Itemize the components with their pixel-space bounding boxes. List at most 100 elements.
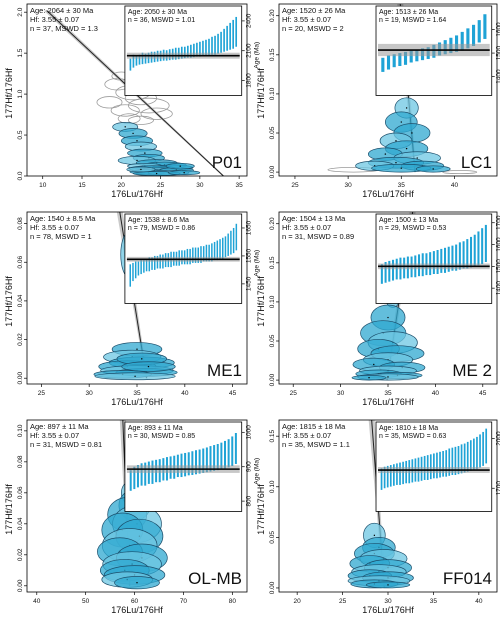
inset-age-title: Age: 1513 ± 26 Ma: [379, 9, 438, 16]
ellipse-centre-point: [395, 140, 397, 142]
inset-tick-label: 1600: [496, 237, 500, 252]
x-tick-label: 60: [131, 598, 139, 605]
ellipse-centre-point: [395, 162, 397, 164]
ellipse-centre-point: [140, 145, 142, 148]
ellipse-centre-point: [387, 376, 389, 378]
x-tick-label: 35: [236, 182, 244, 189]
inset-stats-subtitle: n = 36, MSWD = 1.01: [128, 17, 195, 24]
x-tick-label: 25: [290, 390, 298, 397]
inset-tick-label: 1500: [496, 45, 500, 60]
weighted-mean-inset: Age: 2050 ± 30 Man = 36, MSWD = 1.01 1800…: [124, 5, 261, 96]
y-tick-label: 0.05: [269, 126, 276, 139]
y-tick-label: 0.05: [269, 531, 276, 544]
inset-tick-label: 1650: [246, 220, 253, 235]
sample-label: OL-MB: [188, 569, 242, 588]
x-tick-label: 25: [339, 598, 347, 605]
panel-lc1: 25 30 35 40 0.00 0.05 0.10 0.15 0.20 176Lu/176Hf 1…: [256, 3, 500, 199]
y-tick-label: 0.02: [17, 548, 24, 561]
y-tick-label: 0.04: [17, 294, 24, 307]
x-tick-label: 25: [291, 182, 299, 189]
ellipse-centre-point: [432, 168, 434, 170]
inset-tick-label: 1450: [246, 276, 253, 291]
y-axis-title: 177Hf/176Hf: [4, 276, 14, 327]
x-axis-title: 176Lu/176Hf: [362, 605, 414, 615]
isochron-stats-line: Age: 2064 ± 30 Ma: [30, 6, 94, 15]
y-tick-label: 0.08: [17, 455, 24, 468]
ellipse-centre-point: [136, 159, 138, 162]
inset-stats-subtitle: n = 30, MSWD = 0.85: [128, 433, 195, 440]
plot-frame: [278, 3, 498, 177]
isochron-stats-line: n = 31, MSWD = 0.89: [282, 232, 354, 241]
inset-tick-label: 1800: [246, 73, 253, 88]
inset-tick-label: 2000: [496, 431, 500, 446]
x-tick-label: 15: [78, 182, 86, 189]
inset-stats-subtitle: n = 35, MSWD = 0.63: [379, 433, 446, 440]
ellipse-centre-point: [124, 126, 126, 128]
y-tick-label: 0.15: [269, 256, 276, 269]
x-tick-label: 80: [229, 598, 237, 605]
y-tick-label: 0.10: [17, 424, 24, 437]
weighted-mean-inset: Age: 893 ± 11 Man = 30, MSWD = 0.85 800 90…: [124, 421, 261, 512]
x-tick-label: 35: [398, 182, 406, 189]
panel-me-2: 25 30 35 40 45 0.00 0.05 0.10 0.15 0.20 176Lu/176H…: [256, 211, 500, 407]
y-tick-label: 2.0: [17, 7, 24, 16]
inset-age-title: Age: 1810 ± 18 Ma: [379, 425, 438, 432]
inset-age-title: Age: 893 ± 11 Ma: [128, 425, 183, 432]
ellipse-centre-point: [373, 534, 376, 537]
x-tick-label: 40: [451, 182, 459, 189]
y-tick-label: 0.00: [269, 373, 276, 386]
rejected-error-ellipse: [127, 115, 154, 125]
inset-stats-subtitle: n = 19, MSWD = 1.64: [379, 17, 446, 24]
inset-y-axis-title: Age (Ma): [254, 250, 261, 277]
inset-age-title: Age: 1538 ± 8.6 Ma: [128, 217, 189, 224]
x-tick-label: 35: [133, 390, 141, 397]
panel-ff014: 20 25 30 35 40 0.00 0.05 0.10 0.15 176Lu/176Hf 177…: [256, 419, 500, 615]
sample-label: LC1: [461, 153, 492, 172]
rejected-error-ellipse: [140, 107, 173, 120]
isochron-stats-line: Hf: 3.55 ± 0.07: [282, 15, 331, 24]
y-axis-title: 177Hf/176Hf: [256, 276, 266, 327]
inset-tick-label: 2100: [246, 43, 253, 58]
inset-tick-label: 1400: [496, 281, 500, 296]
y-tick-label: 0.5: [17, 130, 24, 139]
x-tick-label: 30: [337, 390, 345, 397]
inset-tick-label: 1500: [496, 259, 500, 274]
sample-label: ME 2: [452, 361, 492, 380]
isochron-stats-line: Age: 1540 ± 8.5 Ma: [30, 214, 96, 223]
x-tick-label: 45: [479, 390, 487, 397]
isochron-stats-line: Age: 1504 ± 13 Ma: [282, 214, 346, 223]
y-tick-label: 0.20: [269, 217, 276, 230]
ellipse-centre-point: [411, 132, 413, 134]
y-tick-label: 1.5: [17, 48, 24, 57]
y-tick-label: 0.08: [17, 217, 24, 230]
ellipse-centre-point: [155, 172, 158, 175]
y-tick-label: 0.00: [17, 371, 24, 384]
x-tick-label: 35: [384, 390, 392, 397]
isochron-stats-line: Hf: 3.55 ± 0.07: [30, 15, 79, 24]
inset-frame: [124, 5, 243, 96]
inset-tick-label: 1000: [246, 425, 253, 440]
ellipse-centre-point: [140, 168, 142, 171]
weighted-mean-inset: Age: 1513 ± 26 Man = 19, MSWD = 1.64 1400…: [375, 5, 500, 96]
x-tick-label: 45: [229, 390, 237, 397]
rejected-error-ellipse: [96, 96, 123, 109]
y-tick-label: 0.04: [17, 517, 24, 530]
isochron-stats-line: Age: 1815 ± 18 Ma: [282, 422, 346, 431]
isochron-stats-line: n = 78, MSWD = 1: [30, 232, 92, 241]
inset-tick-label: 1400: [496, 69, 500, 84]
ellipse-centre-point: [183, 172, 185, 174]
x-tick-label: 70: [180, 598, 188, 605]
plot-frame: [26, 419, 248, 593]
ellipse-centre-point: [134, 375, 136, 377]
weighted-mean-inset: Age: 1810 ± 18 Man = 35, MSWD = 0.63 1700…: [375, 421, 500, 512]
inset-tick-label: 900: [246, 461, 253, 472]
x-tick-label: 20: [294, 598, 302, 605]
inset-tick-label: 1550: [246, 248, 253, 263]
ellipse-centre-point: [387, 584, 389, 586]
ellipse-centre-point: [384, 153, 387, 155]
isochron-stats-line: n = 31, MSWD = 0.81: [30, 440, 102, 449]
isochron-stats-line: n = 20, MSWD = 2: [282, 24, 344, 33]
weighted-mean-inset: Age: 1500 ± 13 Man = 29, MSWD = 0.53 1400…: [375, 213, 500, 304]
inset-stats-subtitle: n = 29, MSWD = 0.53: [379, 225, 446, 232]
inset-tick-label: 2400: [246, 13, 253, 28]
